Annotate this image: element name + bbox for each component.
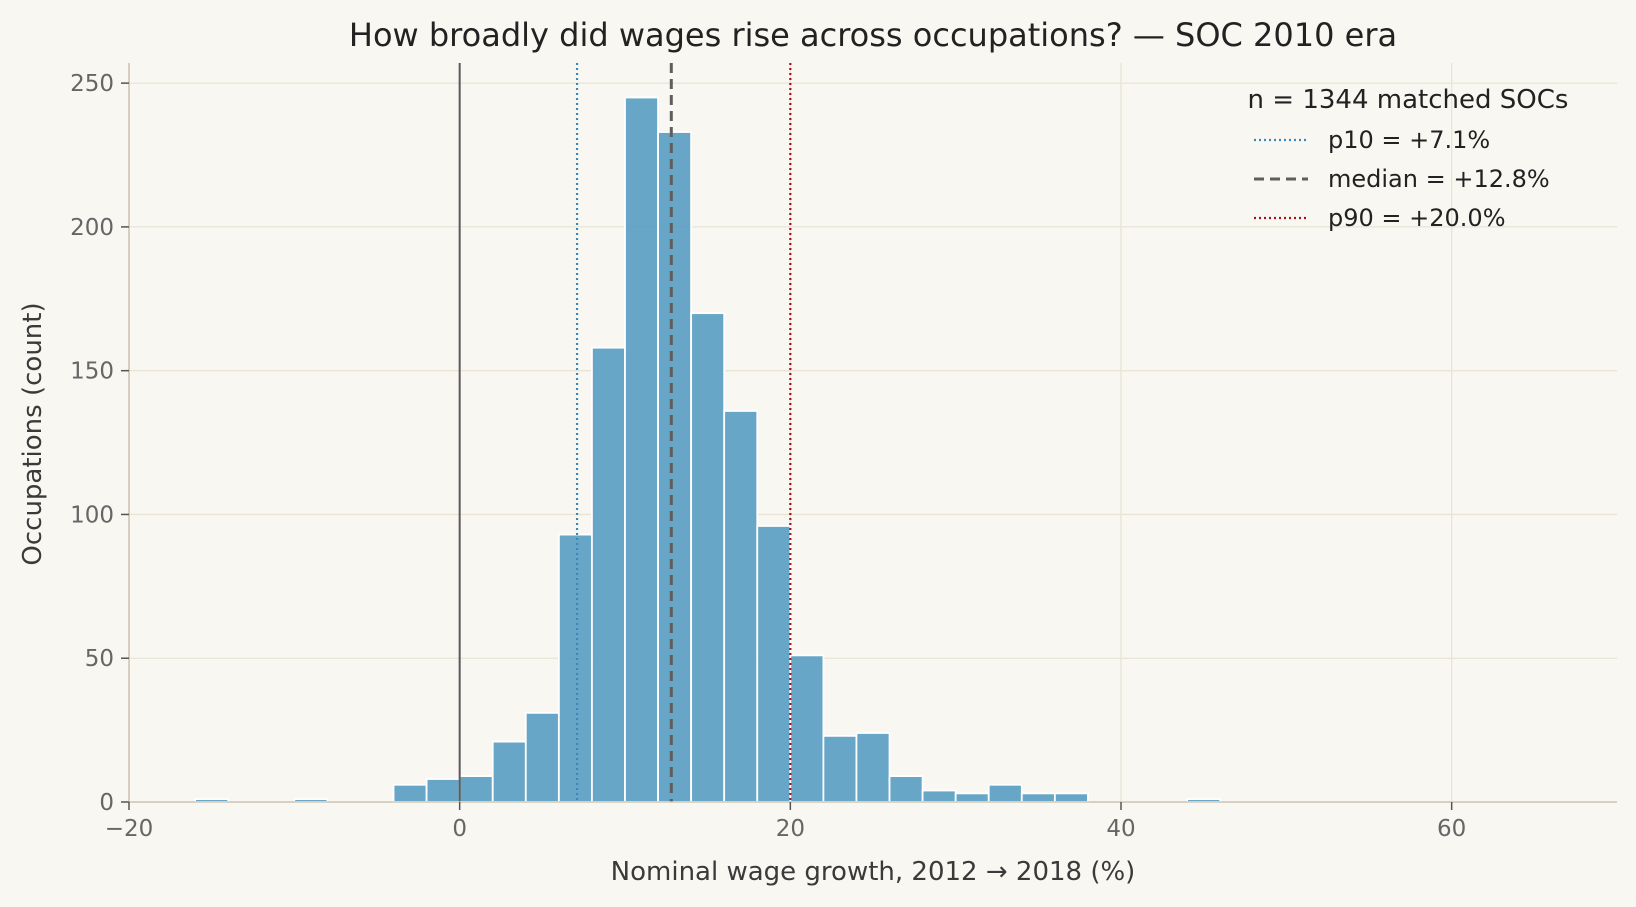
histogram-bar <box>524 711 560 803</box>
reference-lines <box>458 63 792 802</box>
histogram-bar <box>425 778 461 803</box>
histogram-bar <box>557 533 593 803</box>
y-tick-label: 250 <box>70 71 114 97</box>
histogram-bar <box>690 312 726 803</box>
y-tick-label: 100 <box>70 502 114 528</box>
legend-label: median = +12.8% <box>1328 165 1550 193</box>
histogram-bar <box>1020 792 1056 803</box>
x-axis-label: Nominal wage growth, 2012 → 2018 (%) <box>611 857 1136 887</box>
histogram-bar <box>392 783 428 803</box>
legend-entries: p10 = +7.1% median = +12.8% p90 = +20.0% <box>1254 126 1550 232</box>
x-tick-label: 60 <box>1437 816 1466 842</box>
histogram-bar <box>657 131 693 803</box>
y-axis-label: Occupations (count) <box>18 302 48 565</box>
histogram-bar <box>855 732 891 803</box>
legend-title: n = 1344 matched SOCs <box>1248 85 1569 115</box>
x-tick-label: 40 <box>1106 816 1135 842</box>
legend-label: p90 = +20.0% <box>1328 204 1506 232</box>
histogram-bar <box>1053 792 1089 803</box>
legend: n = 1344 matched SOCs p10 = +7.1% median … <box>1248 85 1569 232</box>
histogram-bar <box>822 734 858 803</box>
histogram-bar <box>723 410 759 803</box>
histogram-bar <box>458 775 494 803</box>
histogram-bar <box>624 96 659 803</box>
histogram-bar <box>921 789 957 803</box>
histogram-bar <box>789 654 825 803</box>
histogram-bar <box>888 775 924 803</box>
histogram-bars <box>194 96 1222 803</box>
histogram-bar <box>987 783 1023 803</box>
histogram-bar <box>591 346 626 803</box>
histogram-bar <box>756 525 792 803</box>
x-tick-label: −20 <box>105 816 154 842</box>
y-tick-label: 200 <box>70 215 114 241</box>
legend-label: p10 = +7.1% <box>1328 126 1490 154</box>
y-tick-label: 150 <box>70 359 114 385</box>
y-tick-label: 0 <box>99 790 114 816</box>
y-tick-label: 50 <box>85 646 114 672</box>
x-tick-label: 0 <box>452 816 467 842</box>
chart-title: How broadly did wages rise across occupa… <box>349 16 1397 54</box>
x-tick-label: 20 <box>776 816 805 842</box>
histogram-bar <box>491 740 527 803</box>
histogram-bar <box>954 792 990 803</box>
